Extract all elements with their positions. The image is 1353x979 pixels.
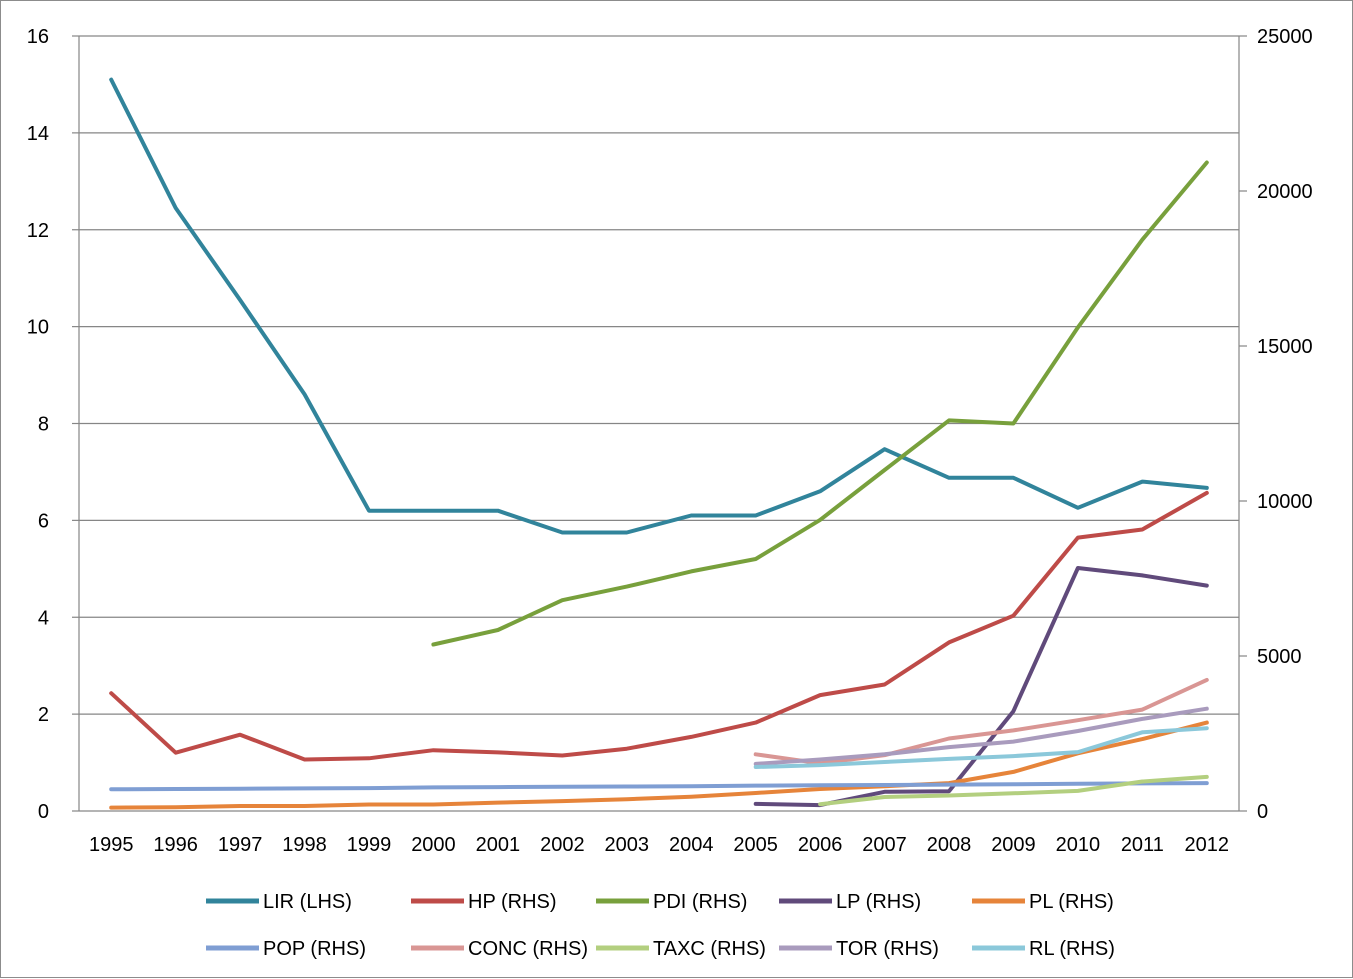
x-tick-label: 1997: [218, 834, 263, 856]
x-tick-label: 2007: [862, 834, 907, 856]
series-line: [109, 781, 1209, 792]
legend: LIR (LHS) HP (RHS) PDI (RHS) LP (RHS) PL (RH…: [206, 891, 1115, 960]
x-tick-label: 2009: [991, 834, 1036, 856]
y-right-tick-label: 10000: [1257, 491, 1313, 513]
y-left-tick-label: 4: [38, 607, 49, 629]
y-left-tick-label: 2: [38, 704, 49, 726]
y-axis-left: 0 2 4 6 8 10 12 14 16: [27, 26, 49, 823]
series-line: [753, 566, 1209, 808]
series-line: [109, 720, 1209, 810]
series-line: [431, 160, 1209, 647]
series-line: [753, 706, 1209, 766]
x-tick-label: 1998: [282, 834, 327, 856]
legend-label: PL (RHS): [1029, 891, 1114, 913]
x-tick-label: 2008: [927, 834, 972, 856]
y-left-tick-label: 12: [27, 220, 49, 242]
legend-label: TOR (RHS): [836, 938, 939, 960]
legend-label: LIR (LHS): [263, 891, 352, 913]
x-tick-label: 1999: [347, 834, 392, 856]
series-line: [109, 490, 1209, 762]
y-left-tick-label: 8: [38, 414, 49, 436]
x-tick-label: 2012: [1185, 834, 1230, 856]
y-left-tick-label: 10: [27, 317, 49, 339]
y-left-tick-label: 6: [38, 510, 49, 532]
legend-label: PDI (RHS): [653, 891, 747, 913]
y-left-tick-label: 0: [38, 801, 49, 823]
series-line: [753, 726, 1209, 769]
series-line: [109, 77, 1209, 535]
legend-label: CONC (RHS): [468, 938, 588, 960]
x-tick-label: 2011: [1121, 834, 1164, 856]
legend-label: HP (RHS): [468, 891, 557, 913]
x-tick-label: 2010: [1056, 834, 1101, 856]
x-tick-label: 1995: [89, 834, 134, 856]
x-axis: 1995 1996 1997 1998 1999 2000 2001 2002 2003 2004…: [89, 834, 1229, 856]
x-tick-label: 2003: [605, 834, 650, 856]
x-tick-label: 1996: [153, 834, 198, 856]
gridlines: [72, 35, 1247, 812]
y-right-tick-label: 0: [1257, 801, 1268, 823]
x-tick-label: 2006: [798, 834, 843, 856]
y-right-tick-label: 15000: [1257, 336, 1313, 358]
series-line: [753, 677, 1209, 766]
x-tick-label: 2001: [476, 834, 521, 856]
y-axis-right: 0 5000 10000 15000 20000 25000: [1257, 26, 1313, 823]
x-tick-label: 2000: [411, 834, 456, 856]
x-tick-label: 2005: [733, 834, 778, 856]
legend-label: POP (RHS): [263, 938, 366, 960]
series-line: [818, 774, 1209, 807]
y-left-tick-label: 14: [27, 123, 49, 145]
y-left-tick-label: 16: [27, 26, 49, 48]
y-right-tick-label: 5000: [1257, 646, 1302, 668]
legend-label: LP (RHS): [836, 891, 921, 913]
legend-label: RL (RHS): [1029, 938, 1115, 960]
y-right-tick-label: 20000: [1257, 181, 1313, 203]
series-lines: [109, 77, 1209, 810]
x-tick-label: 2002: [540, 834, 585, 856]
x-tick-label: 2004: [669, 834, 714, 856]
y-right-tick-label: 25000: [1257, 26, 1313, 48]
legend-label: TAXC (RHS): [653, 938, 766, 960]
